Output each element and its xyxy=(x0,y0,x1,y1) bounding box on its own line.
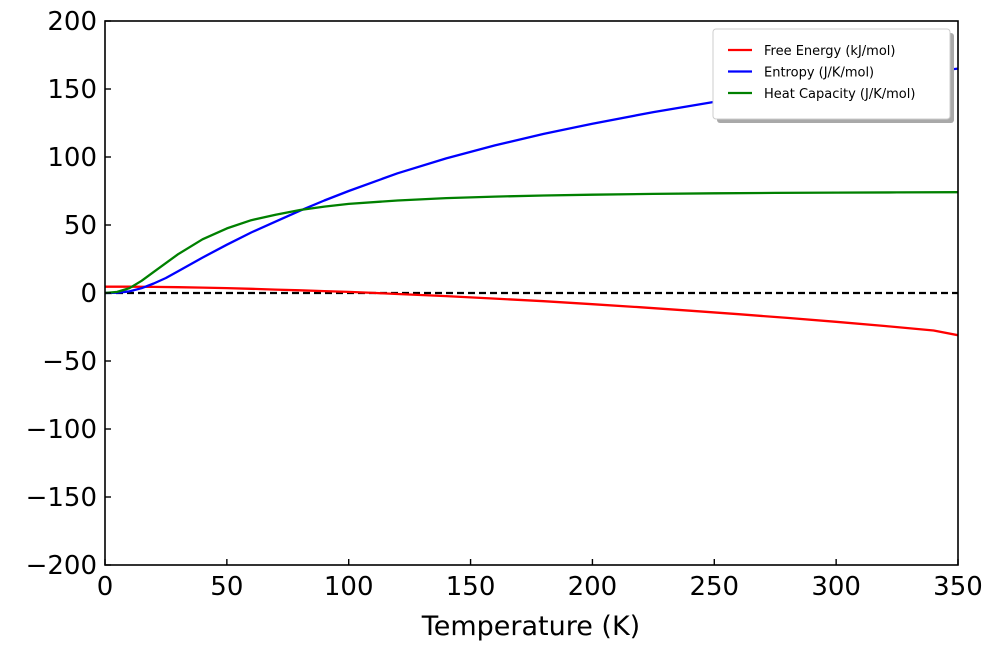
x-tick-label: 350 xyxy=(933,572,983,602)
x-tick-label: 50 xyxy=(210,572,243,602)
x-tick-label: 300 xyxy=(811,572,861,602)
legend-box xyxy=(712,28,951,120)
y-tick-label: −200 xyxy=(26,551,97,581)
y-tick-label: −50 xyxy=(42,347,97,377)
plot-frame xyxy=(104,20,959,566)
x-tick-label: 100 xyxy=(324,572,374,602)
legend-label-0: Free Energy (kJ/mol) xyxy=(764,44,895,59)
axis-ticks: 0 50 100 150 200 250 300 350 −200 −150 −100 −50 0 50 1… xyxy=(26,7,983,602)
x-tick-label: 0 xyxy=(97,572,114,602)
x-tick-label: 200 xyxy=(568,572,618,602)
legend-label-2: Heat Capacity (J/K/mol) xyxy=(764,87,915,102)
series-line-0 xyxy=(105,285,958,337)
y-tick-label: 150 xyxy=(47,75,97,105)
legend: Free Energy (kJ/mol) Entropy (J/K/mol) Hea… xyxy=(712,28,954,123)
series-line-2 xyxy=(105,191,958,295)
x-tick-label: 250 xyxy=(689,572,739,602)
y-tick-label: −100 xyxy=(26,415,97,445)
legend-entries: Free Energy (kJ/mol) Entropy (J/K/mol) Hea… xyxy=(728,44,915,102)
y-tick-label: 50 xyxy=(64,211,97,241)
legend-label-1: Entropy (J/K/mol) xyxy=(764,66,874,81)
y-tick-label: 0 xyxy=(80,279,97,309)
x-axis-label: Temperature (K) xyxy=(421,611,640,642)
y-tick-label: 200 xyxy=(47,7,97,37)
y-tick-label: 100 xyxy=(47,143,97,173)
y-tick-label: −150 xyxy=(26,483,97,513)
x-tick-label: 150 xyxy=(446,572,496,602)
